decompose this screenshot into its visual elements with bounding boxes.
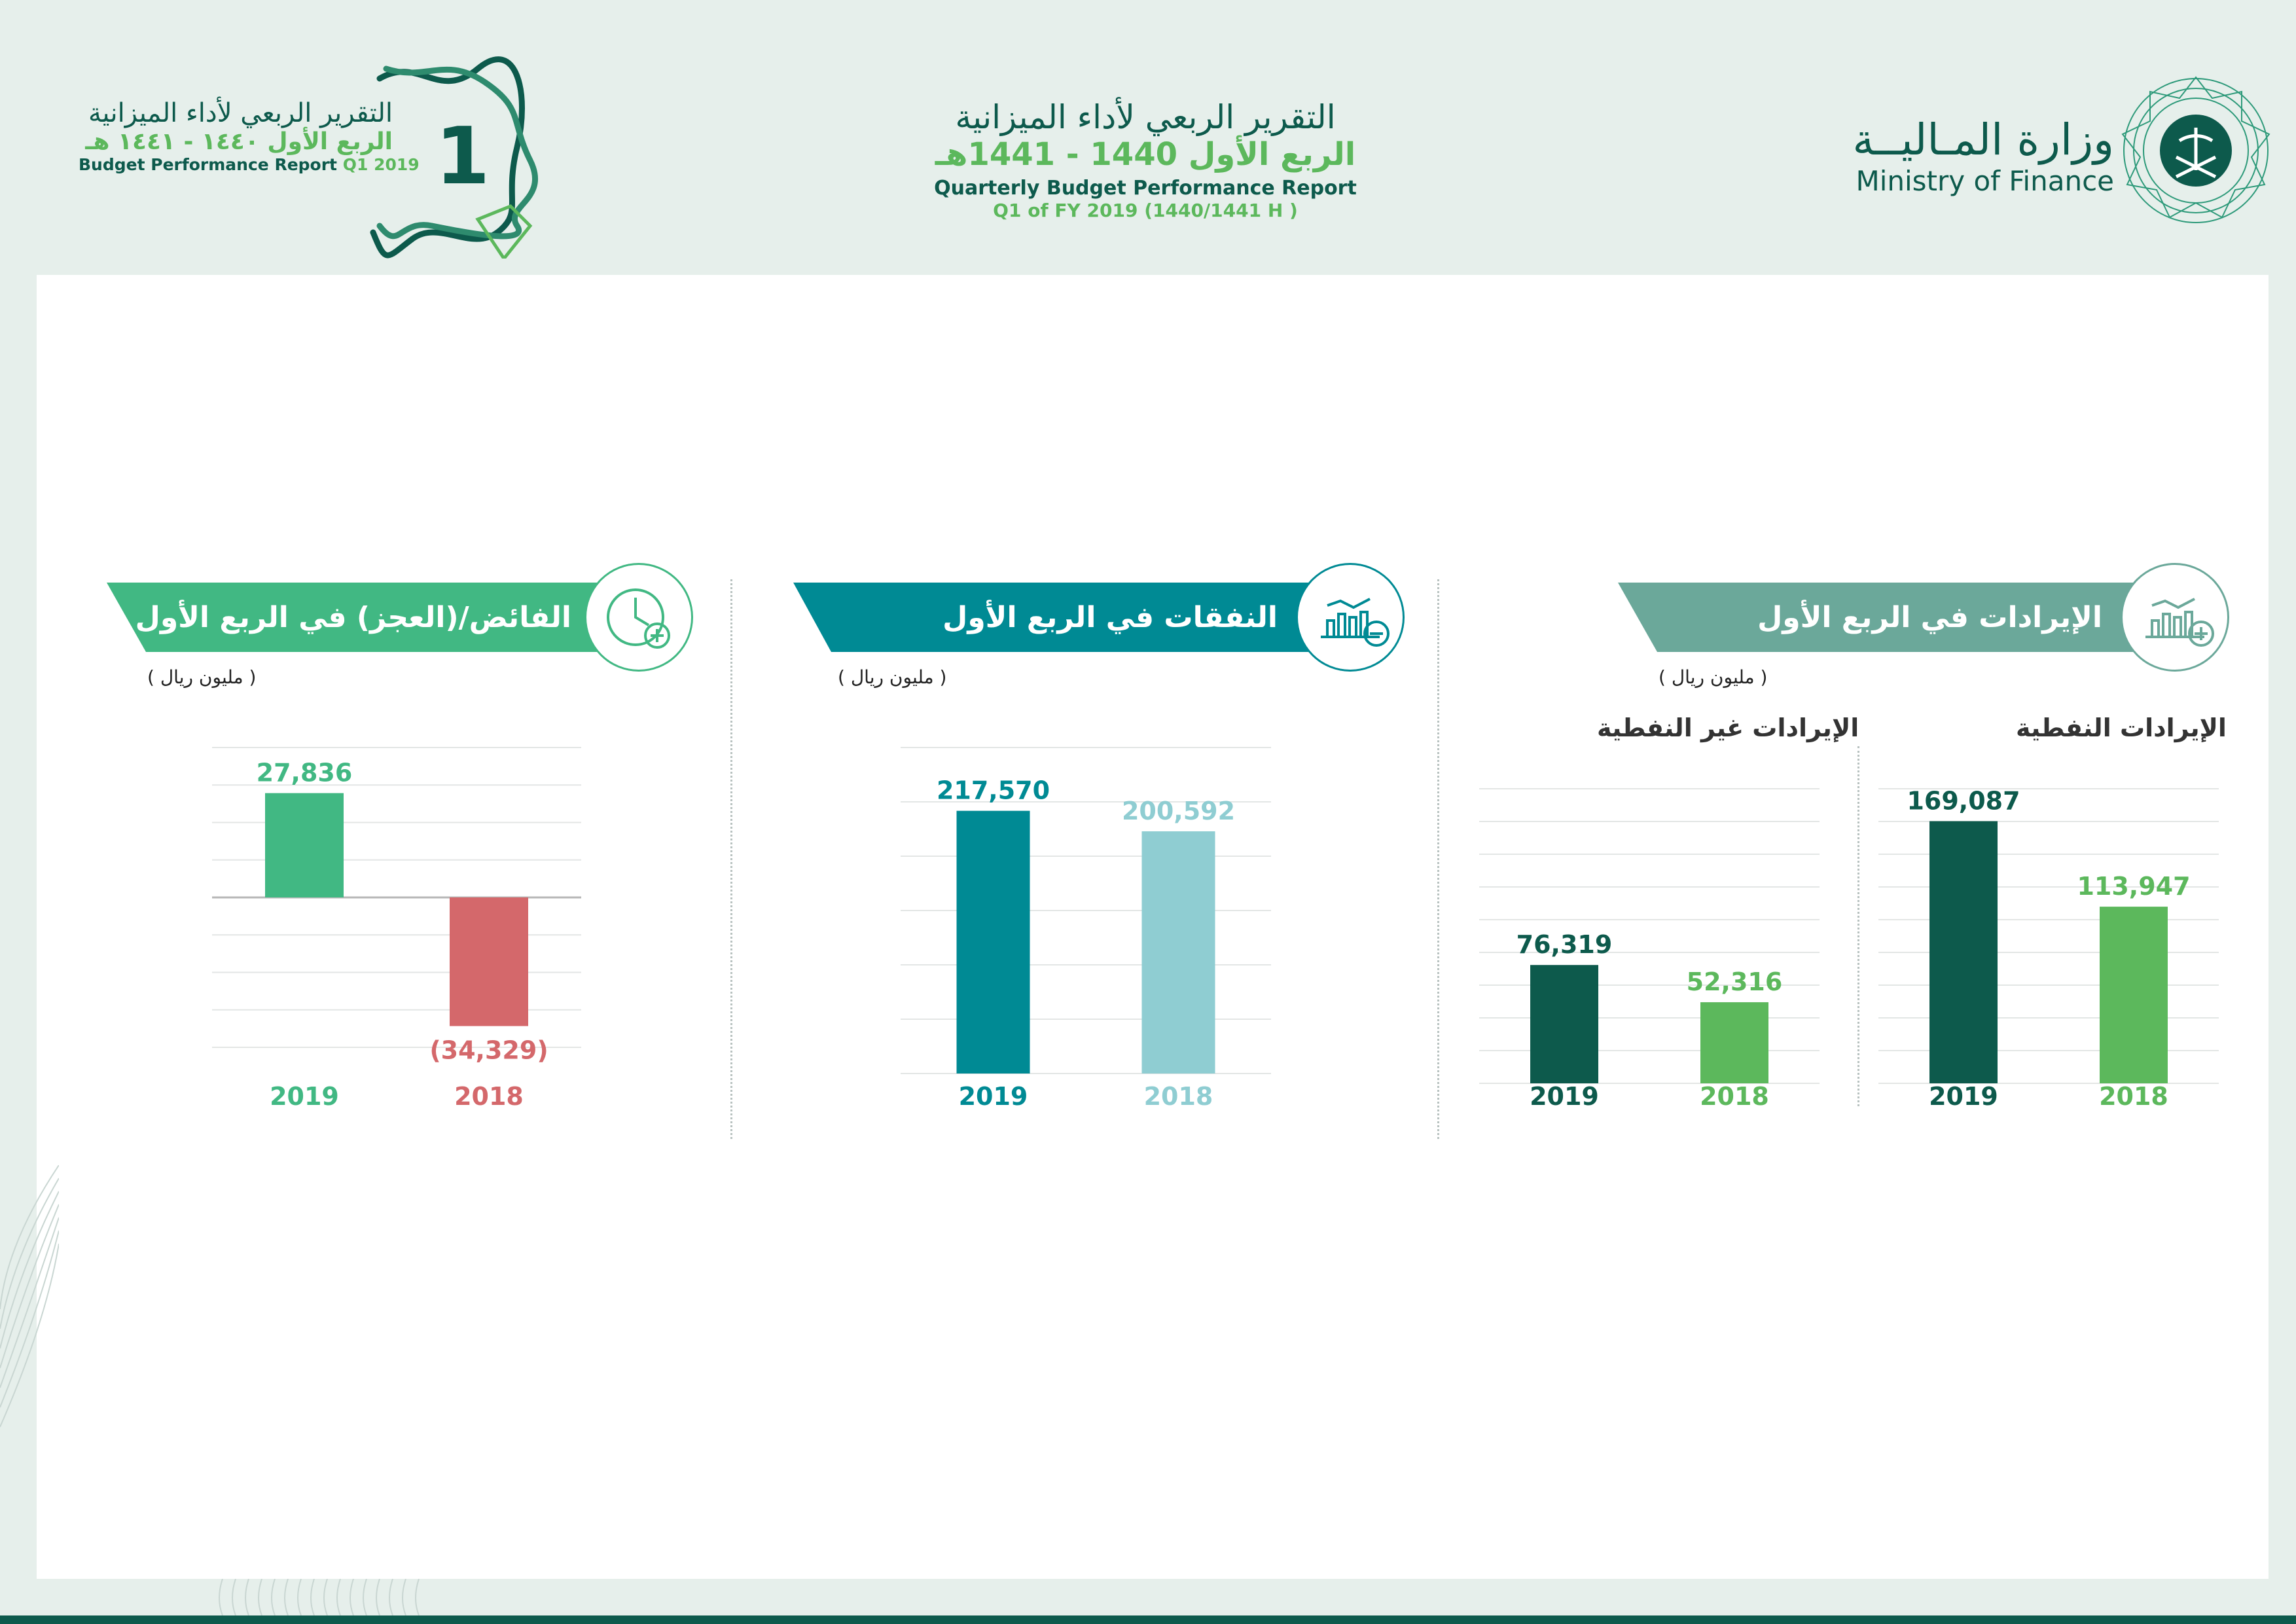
bar-value-label: 27,836: [257, 759, 353, 787]
footer-bar: [0, 1615, 2296, 1624]
surplus-icon-circle: [584, 563, 693, 672]
expenditure-unit: ( مليون ريال ): [838, 666, 947, 688]
revenue-inner-divider: [1857, 746, 1859, 1106]
ministry-name-ar: وزارة المـاليــة: [1852, 115, 2114, 165]
section-divider-left: [730, 579, 732, 1139]
ministry-emblem-icon: [2121, 76, 2270, 223]
x-tick-label: 2019: [270, 1082, 339, 1111]
oil-revenue-title: الإيرادات النفطية: [2016, 713, 2227, 742]
report-number-ribbon-logo: 1: [370, 56, 538, 259]
center-subtitle-en: Q1 of FY 2019 (1440/1441 H ): [993, 200, 1298, 221]
bar-2019: [265, 793, 344, 897]
revenue-unit: ( مليون ريال ): [1659, 666, 1768, 688]
bar-2019: [956, 810, 1030, 1074]
surplus-unit: ( مليون ريال ): [147, 666, 257, 688]
bar-2018: [450, 897, 528, 1026]
bar-value-label: 169,087: [1907, 787, 2020, 816]
clock-plus-icon: [607, 588, 670, 649]
x-tick-label: 2019: [1929, 1082, 1998, 1111]
x-tick-label: 2019: [959, 1082, 1028, 1111]
expenditure-chart: 217,570 2019 200,592 2018: [901, 747, 1271, 1111]
bar-2018: [2100, 907, 2168, 1083]
bar-value-label: 200,592: [1122, 797, 1235, 825]
report-title: التقرير الربعي لأداء الميزانية الربع الأ…: [903, 98, 1388, 221]
x-tick-label: 2018: [1700, 1082, 1769, 1111]
revenue-section-title: الإيرادات في الربع الأول: [1757, 600, 2102, 634]
x-tick-label: 2019: [1530, 1082, 1599, 1111]
decorative-ticks: [219, 1579, 420, 1615]
decorative-waves: [0, 1165, 59, 1428]
badge-quarter-en: Q1 2019: [342, 155, 420, 174]
revenue-section-ribbon: الإيرادات في الربع الأول: [1618, 583, 2181, 652]
bar-2018: [1700, 1002, 1768, 1083]
bar-value-label: 217,570: [937, 776, 1050, 805]
chart-plus-icon: [2145, 598, 2214, 647]
report-badge: التقرير الربعي لأداء الميزانية الربع الأ…: [79, 98, 420, 174]
badge-title-ar: التقرير الربعي لأداء الميزانية: [88, 98, 393, 128]
bar-value-label: 113,947: [2077, 872, 2190, 901]
nonoil-revenue-title: الإيرادات غير النفطية: [1597, 713, 1859, 742]
oil-revenue-chart: 169,087 2019 113,947 2018: [1878, 787, 2219, 1111]
surplus-section-ribbon: الفائض/(العجز) في الربع الأول: [107, 583, 656, 652]
surplus-section-title: الفائض/(العجز) في الربع الأول: [135, 600, 571, 634]
x-tick-label: 2018: [454, 1082, 524, 1111]
center-quarter-ar: الربع الأول 1440 - 1441هـ: [935, 136, 1356, 173]
report-number: 1: [435, 111, 490, 202]
section-divider-right: [1437, 579, 1439, 1139]
badge-title-en: Budget Performance Report: [79, 155, 337, 174]
ministry-name-en: Ministry of Finance: [1856, 165, 2114, 197]
center-title-ar: التقرير الربعي لأداء الميزانية: [955, 98, 1336, 136]
x-tick-label: 2018: [2099, 1082, 2168, 1111]
chart-minus-icon: [1321, 598, 1390, 647]
center-title-en: Quarterly Budget Performance Report: [934, 177, 1357, 200]
bar-2019: [1530, 965, 1598, 1083]
bar-value-label: 52,316: [1687, 967, 1783, 996]
ministry-logo: وزارة المـاليــة Ministry of Finance: [1820, 115, 2114, 197]
bar-value-label: (34,329): [429, 1036, 548, 1065]
bar-2018: [1141, 831, 1215, 1074]
bar-value-label: 76,319: [1516, 930, 1613, 959]
surplus-chart: 27,836 2019 (34,329) 2018: [212, 747, 581, 1111]
badge-quarter-ar: الربع الأول ١٤٤٠ - ١٤٤١ هـ: [85, 128, 393, 155]
expenditure-section-title: النفقات في الربع الأول: [942, 600, 1278, 634]
revenue-icon-circle: [2121, 563, 2229, 672]
expenditure-section-ribbon: النفقات في الربع الأول: [793, 583, 1350, 652]
x-tick-label: 2018: [1144, 1082, 1213, 1111]
expenditure-icon-circle: [1296, 563, 1405, 672]
nonoil-revenue-chart: 76,319 2019 52,316 2018: [1479, 788, 1820, 1111]
bar-2019: [1929, 821, 1998, 1083]
